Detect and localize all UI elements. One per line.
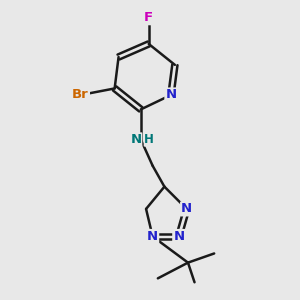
Text: N: N xyxy=(147,230,158,243)
Text: N: N xyxy=(173,230,184,243)
Text: N: N xyxy=(165,88,176,101)
Text: F: F xyxy=(144,11,153,24)
Text: N: N xyxy=(181,202,192,215)
Text: N: N xyxy=(130,133,142,146)
Text: Br: Br xyxy=(72,88,89,101)
Text: H: H xyxy=(144,133,154,146)
